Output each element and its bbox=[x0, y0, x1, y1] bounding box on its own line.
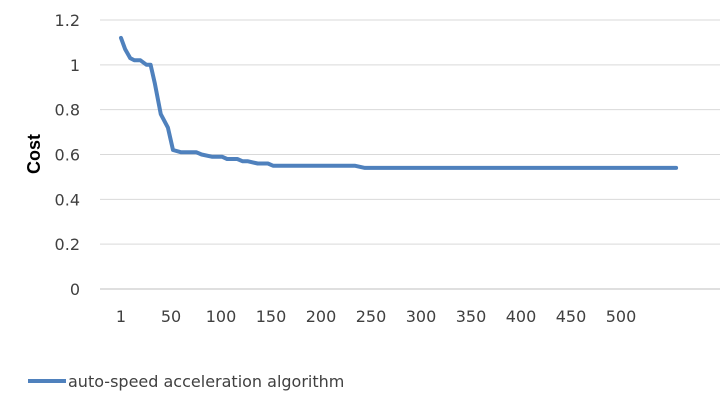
y-tick-label: 0.4 bbox=[55, 190, 80, 209]
legend: auto-speed acceleration algorithm bbox=[28, 372, 344, 391]
x-tick-label: 150 bbox=[256, 307, 287, 326]
x-tick-label: 300 bbox=[406, 307, 437, 326]
x-tick-label: 350 bbox=[456, 307, 487, 326]
x-tick-label: 500 bbox=[606, 307, 637, 326]
y-tick-label: 1 bbox=[70, 56, 80, 75]
x-axis-ticks: 1 50 100 150 200 250 300 350 400 450 500 bbox=[116, 307, 636, 326]
y-axis-label: Cost bbox=[24, 134, 44, 174]
series-line bbox=[119, 35, 679, 170]
series-group bbox=[119, 35, 679, 170]
y-tick-label: 0.6 bbox=[55, 146, 80, 165]
gridlines bbox=[100, 19, 720, 245]
x-tick-label: 450 bbox=[556, 307, 587, 326]
x-tick-label: 400 bbox=[506, 307, 537, 326]
y-axis-ticks: 0 0.2 0.4 0.6 0.8 1 1.2 bbox=[55, 11, 80, 299]
y-tick-label: 0.2 bbox=[55, 235, 80, 254]
x-tick-label: 250 bbox=[356, 307, 387, 326]
x-tick-label: 100 bbox=[206, 307, 237, 326]
legend-label: auto-speed acceleration algorithm bbox=[68, 372, 344, 391]
y-tick-label: 1.2 bbox=[55, 11, 80, 30]
y-tick-label: 0 bbox=[70, 280, 80, 299]
x-tick-label: 1 bbox=[116, 307, 126, 326]
x-tick-label: 200 bbox=[306, 307, 337, 326]
y-tick-label: 0.8 bbox=[55, 101, 80, 120]
x-tick-label: 50 bbox=[161, 307, 181, 326]
